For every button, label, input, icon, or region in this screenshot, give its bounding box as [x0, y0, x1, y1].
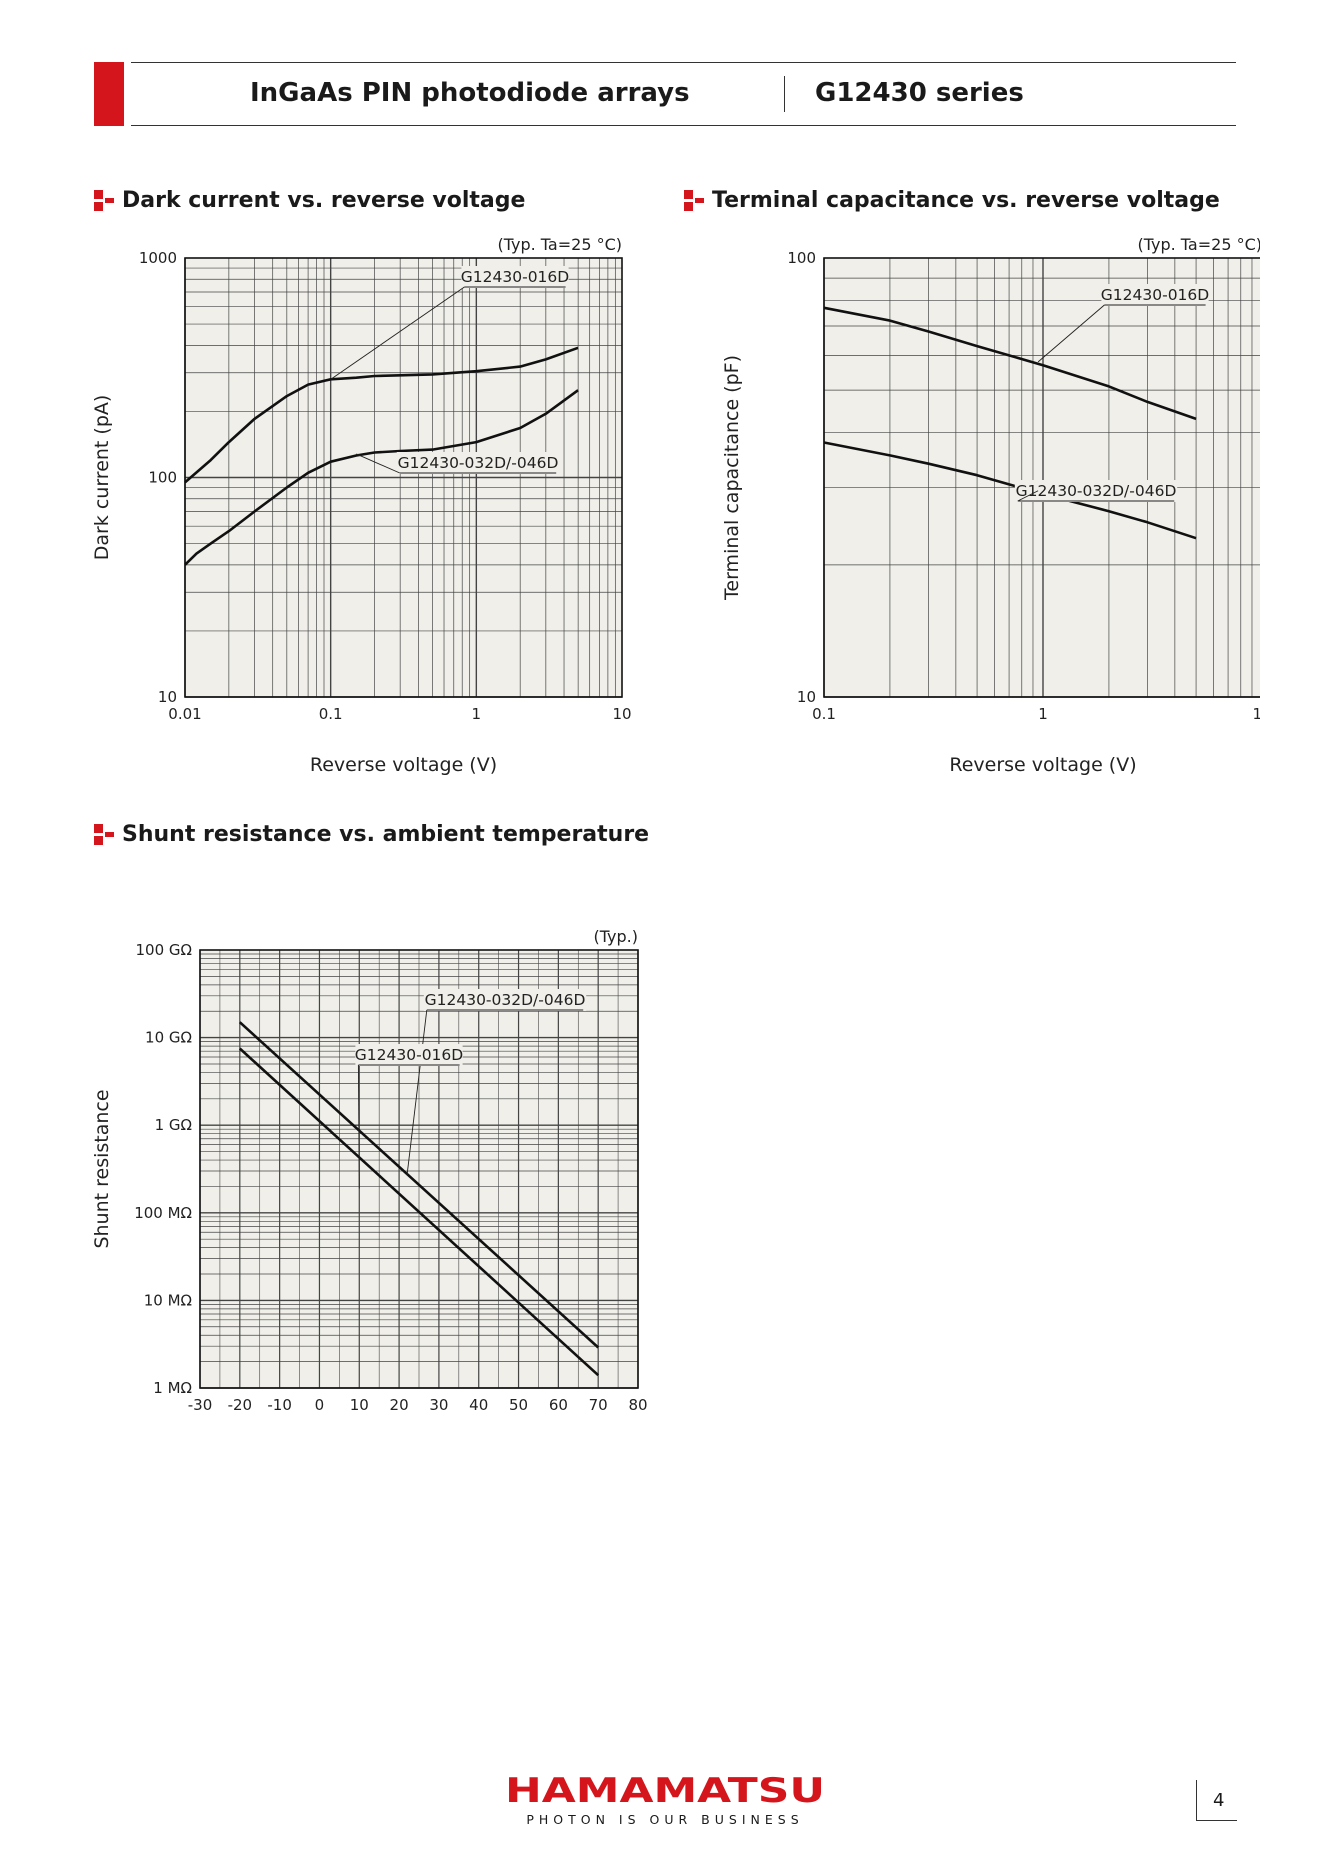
section-bullet-icon: [94, 824, 114, 845]
annotation-leader: [357, 1064, 360, 1189]
y-axis-label: Terminal capacitance (pF): [721, 355, 743, 601]
header-separator: [784, 76, 785, 112]
series-line: [184, 346, 579, 484]
series-line: [238, 1021, 600, 1349]
y-tick-label: 10: [158, 688, 177, 706]
y-tick-label: 100 MΩ: [134, 1204, 192, 1222]
plot-frame: [184, 257, 623, 698]
header-bottom-rule: [131, 125, 1236, 126]
annotation-bg: [423, 989, 587, 1011]
header-accent-bar: [94, 62, 124, 126]
chart-note: (Typ. Ta=25 °C): [1137, 235, 1260, 254]
plot-frame: [823, 257, 1260, 698]
y-tick-label: 100 GΩ: [136, 941, 192, 959]
annotation-leader: [330, 286, 465, 380]
header-top-rule: [131, 62, 1236, 63]
x-tick-label: 0.01: [168, 705, 201, 723]
annotation-leader: [406, 1009, 428, 1176]
x-tick-label: 10: [350, 1396, 369, 1414]
annotation-bg: [1014, 480, 1178, 502]
y-tick-label: 100: [148, 469, 177, 487]
annotation-label: G12430-016D: [355, 1046, 463, 1064]
y-axis-label: Shunt resistance: [91, 1089, 113, 1248]
annotation-label: G12430-016D: [461, 268, 569, 286]
y-tick-label: 100: [787, 249, 816, 267]
document-series: G12430 series: [815, 78, 1024, 108]
plot-frame: [199, 949, 639, 1389]
annotation-label: G12430-032D/-046D: [1016, 482, 1177, 500]
section-title-shunt-resistance: Shunt resistance vs. ambient temperature: [122, 822, 650, 847]
x-tick-label: 40: [469, 1396, 488, 1414]
x-tick-label: 20: [390, 1396, 409, 1414]
annotation-bg: [1101, 284, 1209, 306]
annotation-bg: [461, 266, 569, 288]
annotation-bg: [396, 452, 560, 474]
x-tick-label: 60: [549, 1396, 568, 1414]
annotation-label: G12430-032D/-046D: [425, 991, 586, 1009]
x-tick-label: 0.1: [812, 705, 836, 723]
series-line: [823, 441, 1197, 540]
x-axis-label: Reverse voltage (V): [949, 754, 1136, 776]
y-axis-label: Dark current (pA): [91, 395, 113, 561]
section-title-capacitance: Terminal capacitance vs. reverse voltage: [712, 188, 1220, 213]
chart-note: (Typ. Ta=25 °C): [497, 235, 622, 254]
grid: [199, 950, 639, 1389]
section-title-dark-current: Dark current vs. reverse voltage: [122, 188, 526, 213]
x-tick-label: 0: [315, 1396, 325, 1414]
x-tick-label: 10: [1252, 705, 1260, 723]
x-tick-label: 10: [612, 705, 631, 723]
y-tick-label: 10 GΩ: [145, 1029, 192, 1047]
page-number: 4: [1213, 1790, 1225, 1811]
plot-area: [824, 258, 1260, 697]
shunt-resistance-chart: -30 -20 -10 0 10 20 30 40 50 60 70 80 1 MΩ 10 MΩ 100 M…: [91, 927, 648, 1414]
hamamatsu-logo: HAMAMATSU: [505, 1772, 825, 1808]
x-axis-label: Reverse voltage (V): [310, 754, 497, 776]
annotation-bg: [355, 1044, 463, 1066]
section-bullet-icon: [684, 190, 704, 211]
document-title: InGaAs PIN photodiode arrays: [250, 78, 690, 108]
dark-current-chart: 0.01 0.1 1 10 10 100 1000 Reverse voltage (V) Da…: [91, 235, 632, 776]
x-tick-label: -10: [267, 1396, 292, 1414]
capacitance-chart: 0.1 1 10 10 100 Reverse voltage (V) Terminal c…: [721, 235, 1260, 776]
x-tick-label: -20: [228, 1396, 253, 1414]
x-tick-label: -30: [188, 1396, 213, 1414]
x-tick-label: 80: [628, 1396, 647, 1414]
annotation-leader: [356, 453, 400, 474]
x-tick-label: 0.1: [319, 705, 343, 723]
brand-tagline: PHOTON IS OUR BUSINESS: [526, 1812, 804, 1827]
page-number-box: 4: [1196, 1780, 1237, 1821]
section-bullet-icon: [94, 190, 114, 211]
x-tick-label: 70: [589, 1396, 608, 1414]
annotation-label: G12430-032D/-046D: [398, 454, 559, 472]
grid: [184, 258, 622, 698]
x-tick-label: 50: [509, 1396, 528, 1414]
annotation-leader: [1037, 304, 1105, 363]
chart-note: (Typ.): [594, 927, 638, 946]
x-tick-label: 1: [1038, 705, 1048, 723]
series-line: [184, 389, 579, 566]
y-tick-label: 1 MΩ: [153, 1379, 192, 1397]
x-tick-label: 30: [429, 1396, 448, 1414]
y-tick-label: 1000: [139, 249, 177, 267]
series-line: [823, 306, 1197, 421]
y-tick-label: 10: [797, 688, 816, 706]
y-tick-label: 1 GΩ: [155, 1116, 192, 1134]
x-tick-label: 1: [472, 705, 482, 723]
y-tick-label: 10 MΩ: [144, 1291, 192, 1309]
annotation-label: G12430-016D: [1101, 286, 1209, 304]
annotation-leader: [1017, 490, 1039, 502]
brand-name: HAMAMATSU: [505, 1772, 825, 1808]
series-line: [238, 1047, 600, 1377]
